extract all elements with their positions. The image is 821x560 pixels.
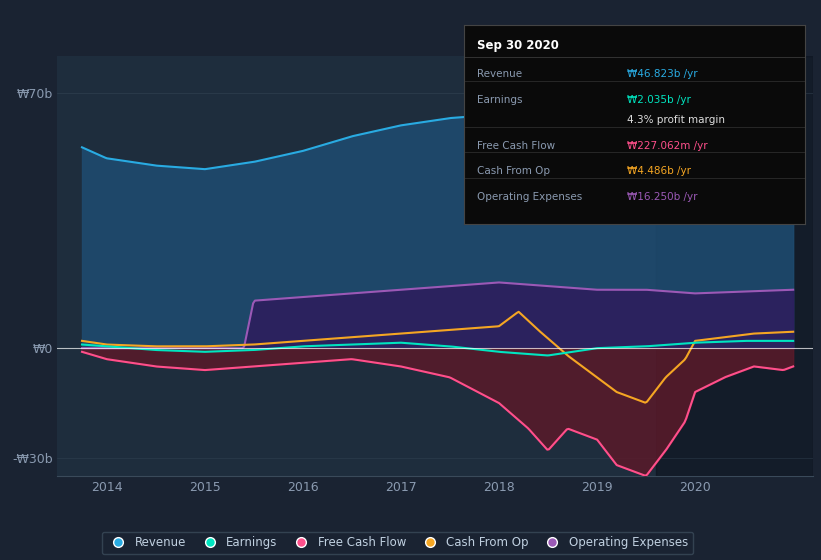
Text: Operating Expenses: Operating Expenses [478, 192, 583, 202]
Text: ₩16.250b /yr: ₩16.250b /yr [627, 192, 698, 202]
Text: Revenue: Revenue [478, 69, 523, 79]
Text: ₩2.035b /yr: ₩2.035b /yr [627, 95, 691, 105]
Text: Free Cash Flow: Free Cash Flow [478, 141, 556, 151]
Text: ₩46.823b /yr: ₩46.823b /yr [627, 69, 698, 79]
Text: ₩4.486b /yr: ₩4.486b /yr [627, 166, 691, 176]
Text: Sep 30 2020: Sep 30 2020 [478, 39, 559, 52]
Legend: Revenue, Earnings, Free Cash Flow, Cash From Op, Operating Expenses: Revenue, Earnings, Free Cash Flow, Cash … [102, 531, 693, 554]
Text: Cash From Op: Cash From Op [478, 166, 551, 176]
Text: Earnings: Earnings [478, 95, 523, 105]
Text: 4.3% profit margin: 4.3% profit margin [627, 115, 726, 125]
Bar [656, 56, 813, 476]
Text: ₩227.062m /yr: ₩227.062m /yr [627, 141, 708, 151]
